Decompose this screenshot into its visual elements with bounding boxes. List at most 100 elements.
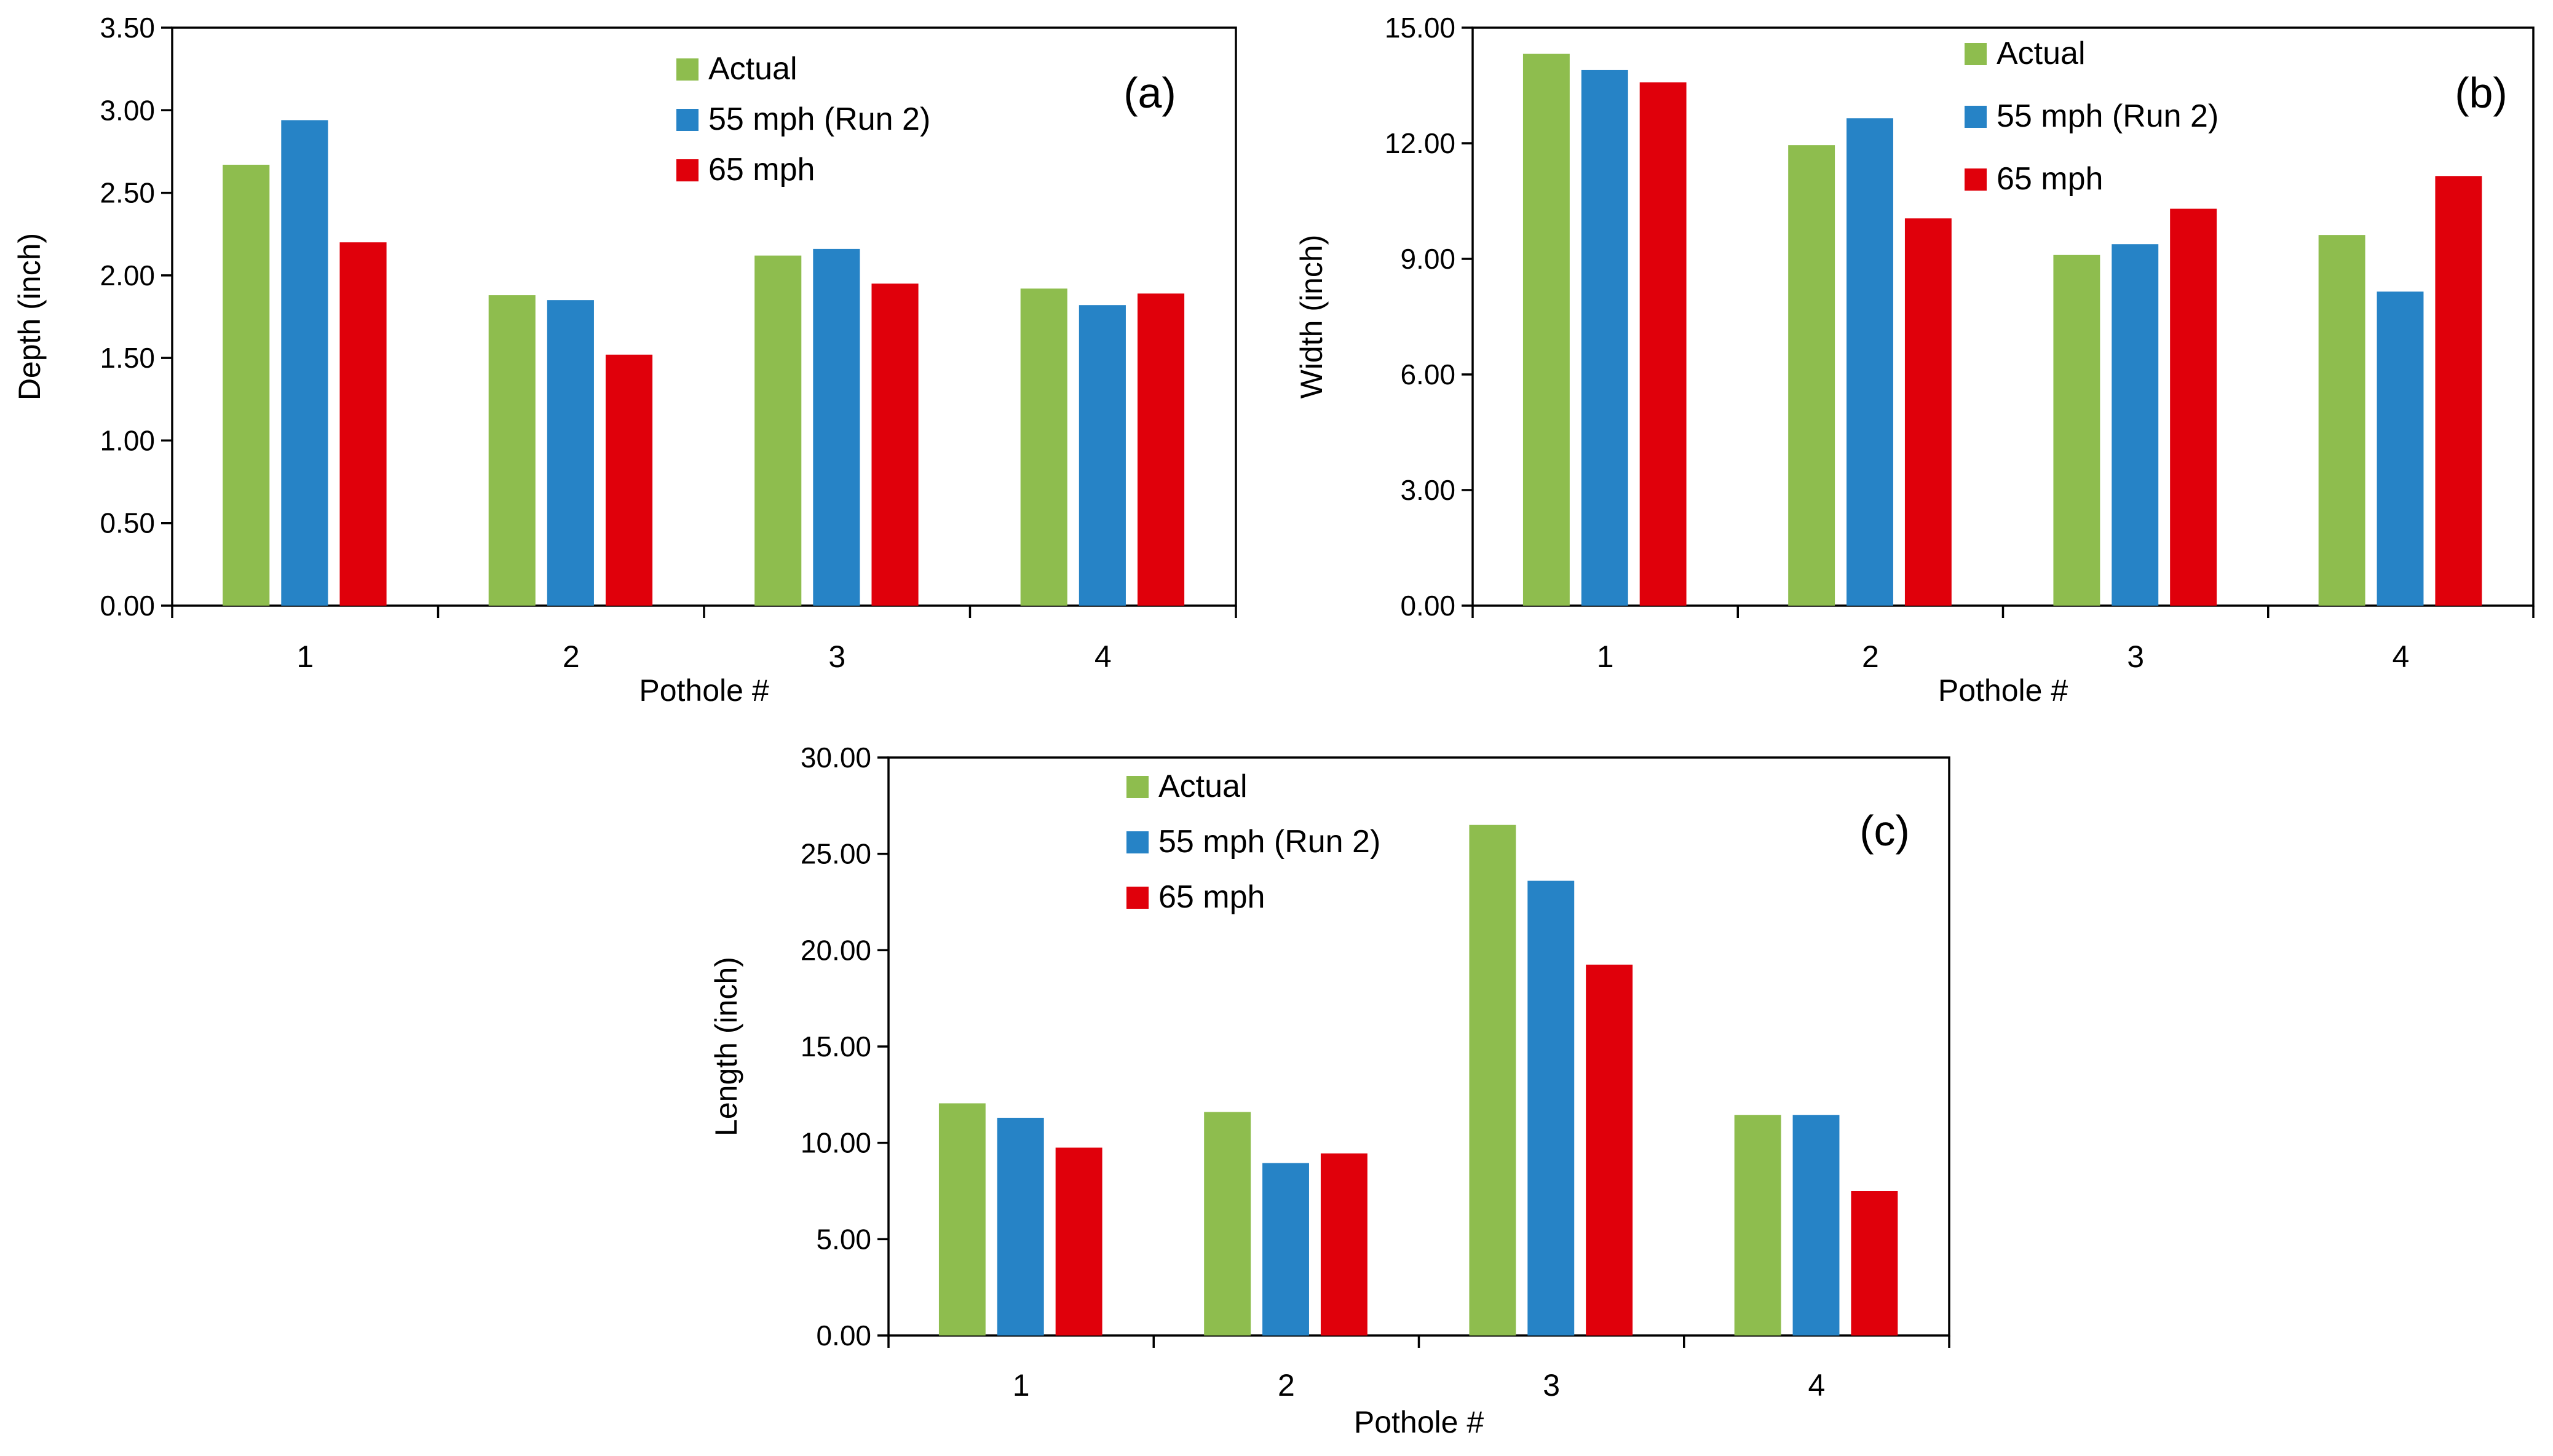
- bar-actual-pothole-4: [2318, 235, 2365, 606]
- legend-swatch-actual: [676, 58, 699, 81]
- bar-mph55-pothole-3: [813, 248, 860, 606]
- bar-actual-pothole-2: [488, 295, 536, 606]
- legend-swatch-mph65: [1965, 168, 1987, 191]
- legend-swatch-actual: [1965, 43, 1987, 65]
- bar-mph55-pothole-2: [547, 300, 594, 606]
- x-tick-label: 1: [296, 639, 314, 674]
- y-tick-label: 1.50: [100, 342, 155, 374]
- y-tick-label: 30.00: [801, 742, 871, 774]
- y-tick-label: 1.00: [100, 424, 155, 456]
- y-tick-label: 20.00: [801, 934, 871, 966]
- y-tick-label: 15.00: [1385, 12, 1455, 44]
- x-tick-label: 4: [2392, 639, 2409, 674]
- x-axis-label: Pothole #: [1938, 673, 2068, 708]
- x-tick-label: 4: [1094, 639, 1112, 674]
- y-tick-label: 12.00: [1385, 127, 1455, 159]
- y-tick-label: 0.00: [1400, 590, 1455, 622]
- panel-label: (c): [1859, 807, 1910, 855]
- plot-frame: [171, 26, 1237, 607]
- bar-mph65-pothole-4: [1851, 1191, 1898, 1335]
- bar-mph55-pothole-1: [281, 120, 328, 606]
- chart-panel-1: 0.00 0.50 1.00 1.50 2.00 2.50 3.00 3.50 1 2 3 4 Poth…: [12, 12, 1237, 708]
- legend-swatch-actual: [1126, 776, 1149, 798]
- bar-mph65-pothole-1: [339, 242, 387, 606]
- bar-mph55-pothole-2: [1846, 118, 1893, 606]
- legend-label-mph65: 65 mph: [1158, 879, 1265, 915]
- x-tick-label: 3: [828, 639, 845, 674]
- chart-panel-2: 0.00 3.00 6.00 9.00 12.00 15.00 1 2 3 4 Pothole # W…: [1294, 12, 2535, 708]
- y-tick-label: 10.00: [801, 1127, 871, 1159]
- y-axis-label: Width (inch): [1294, 235, 1329, 399]
- legend-swatch-mph55: [1126, 831, 1149, 853]
- legend: Actual 55 mph (Run 2) 65 mph: [1126, 769, 1380, 915]
- bar-mph65-pothole-4: [2435, 176, 2482, 606]
- bar-mph65-pothole-4: [1137, 293, 1185, 606]
- bar-actual-pothole-3: [754, 255, 802, 606]
- bar-mph55-pothole-4: [1079, 305, 1126, 606]
- legend-swatch-mph65: [676, 159, 699, 181]
- legend-swatch-mph55: [676, 109, 699, 131]
- y-tick-label: 0.50: [100, 507, 155, 539]
- y-tick-label: 15.00: [801, 1031, 871, 1062]
- bar-actual-pothole-3: [2053, 255, 2100, 606]
- legend: Actual 55 mph (Run 2) 65 mph: [1965, 36, 2219, 197]
- y-tick-label: 0.00: [100, 590, 155, 622]
- legend-label-actual: Actual: [1997, 36, 2086, 71]
- legend-swatch-mph55: [1965, 106, 1987, 128]
- bar-actual-pothole-4: [1734, 1115, 1781, 1335]
- legend-swatch-mph65: [1126, 887, 1149, 909]
- bar-mph55-pothole-4: [1792, 1115, 1840, 1335]
- y-axis-label: Depth (inch): [12, 233, 47, 400]
- x-tick-label: 3: [2127, 639, 2144, 674]
- x-tick-label: 3: [1543, 1368, 1560, 1403]
- x-axis-label: Pothole #: [639, 673, 769, 708]
- legend-label-actual: Actual: [708, 51, 798, 87]
- bar-mph55-pothole-1: [997, 1117, 1044, 1335]
- bar-actual-pothole-1: [223, 164, 270, 606]
- y-tick-label: 2.50: [100, 177, 155, 209]
- y-tick-label: 6.00: [1400, 358, 1455, 390]
- bar-mph55-pothole-3: [1527, 880, 1575, 1335]
- y-tick-label: 3.50: [100, 12, 155, 44]
- x-tick-label: 4: [1808, 1368, 1825, 1403]
- plot-frame: [887, 756, 1950, 1337]
- y-tick-label: 5.00: [816, 1223, 871, 1255]
- legend-label-actual: Actual: [1158, 769, 1248, 804]
- x-tick-label: 2: [1278, 1368, 1295, 1403]
- bar-mph55-pothole-3: [2112, 244, 2159, 606]
- chart-panel-3: 0.00 5.00 10.00 15.00 20.00 25.00 30.00 1 2 3 4 Pot…: [709, 742, 1950, 1439]
- bar-mph65-pothole-3: [2170, 208, 2217, 606]
- y-tick-label: 9.00: [1400, 243, 1455, 275]
- legend: Actual 55 mph (Run 2) 65 mph: [676, 51, 930, 188]
- bar-mph65-pothole-2: [1904, 218, 1952, 606]
- x-tick-label: 2: [563, 639, 580, 674]
- y-tick-label: 2.00: [100, 259, 155, 291]
- x-tick-label: 1: [1013, 1368, 1030, 1403]
- panel-label: (a): [1123, 69, 1176, 117]
- x-tick-label: 1: [1597, 639, 1614, 674]
- legend-label-mph65: 65 mph: [1997, 161, 2103, 197]
- bar-mph65-pothole-2: [1320, 1153, 1368, 1335]
- y-tick-label: 3.00: [1400, 474, 1455, 506]
- bar-actual-pothole-1: [938, 1103, 986, 1335]
- bar-actual-pothole-1: [1522, 53, 1570, 606]
- bar-mph65-pothole-1: [1055, 1147, 1102, 1335]
- bar-mph55-pothole-1: [1581, 69, 1628, 606]
- bar-mph65-pothole-3: [871, 283, 919, 606]
- legend-label-mph55: 55 mph (Run 2): [1158, 824, 1380, 860]
- bar-mph55-pothole-4: [2377, 291, 2424, 606]
- bar-mph65-pothole-2: [605, 354, 653, 606]
- bar-actual-pothole-4: [1020, 288, 1067, 606]
- legend-label-mph65: 65 mph: [708, 152, 815, 188]
- bar-mph65-pothole-3: [1586, 964, 1633, 1335]
- y-tick-label: 25.00: [801, 838, 871, 870]
- x-axis-label: Pothole #: [1354, 1405, 1484, 1439]
- legend-label-mph55: 55 mph (Run 2): [1997, 98, 2219, 134]
- y-tick-label: 0.00: [816, 1320, 871, 1351]
- legend-label-mph55: 55 mph (Run 2): [708, 101, 930, 137]
- y-axis-label: Length (inch): [709, 957, 743, 1136]
- bar-mph55-pothole-2: [1262, 1163, 1309, 1335]
- bar-actual-pothole-2: [1204, 1112, 1251, 1335]
- bar-actual-pothole-3: [1469, 825, 1516, 1335]
